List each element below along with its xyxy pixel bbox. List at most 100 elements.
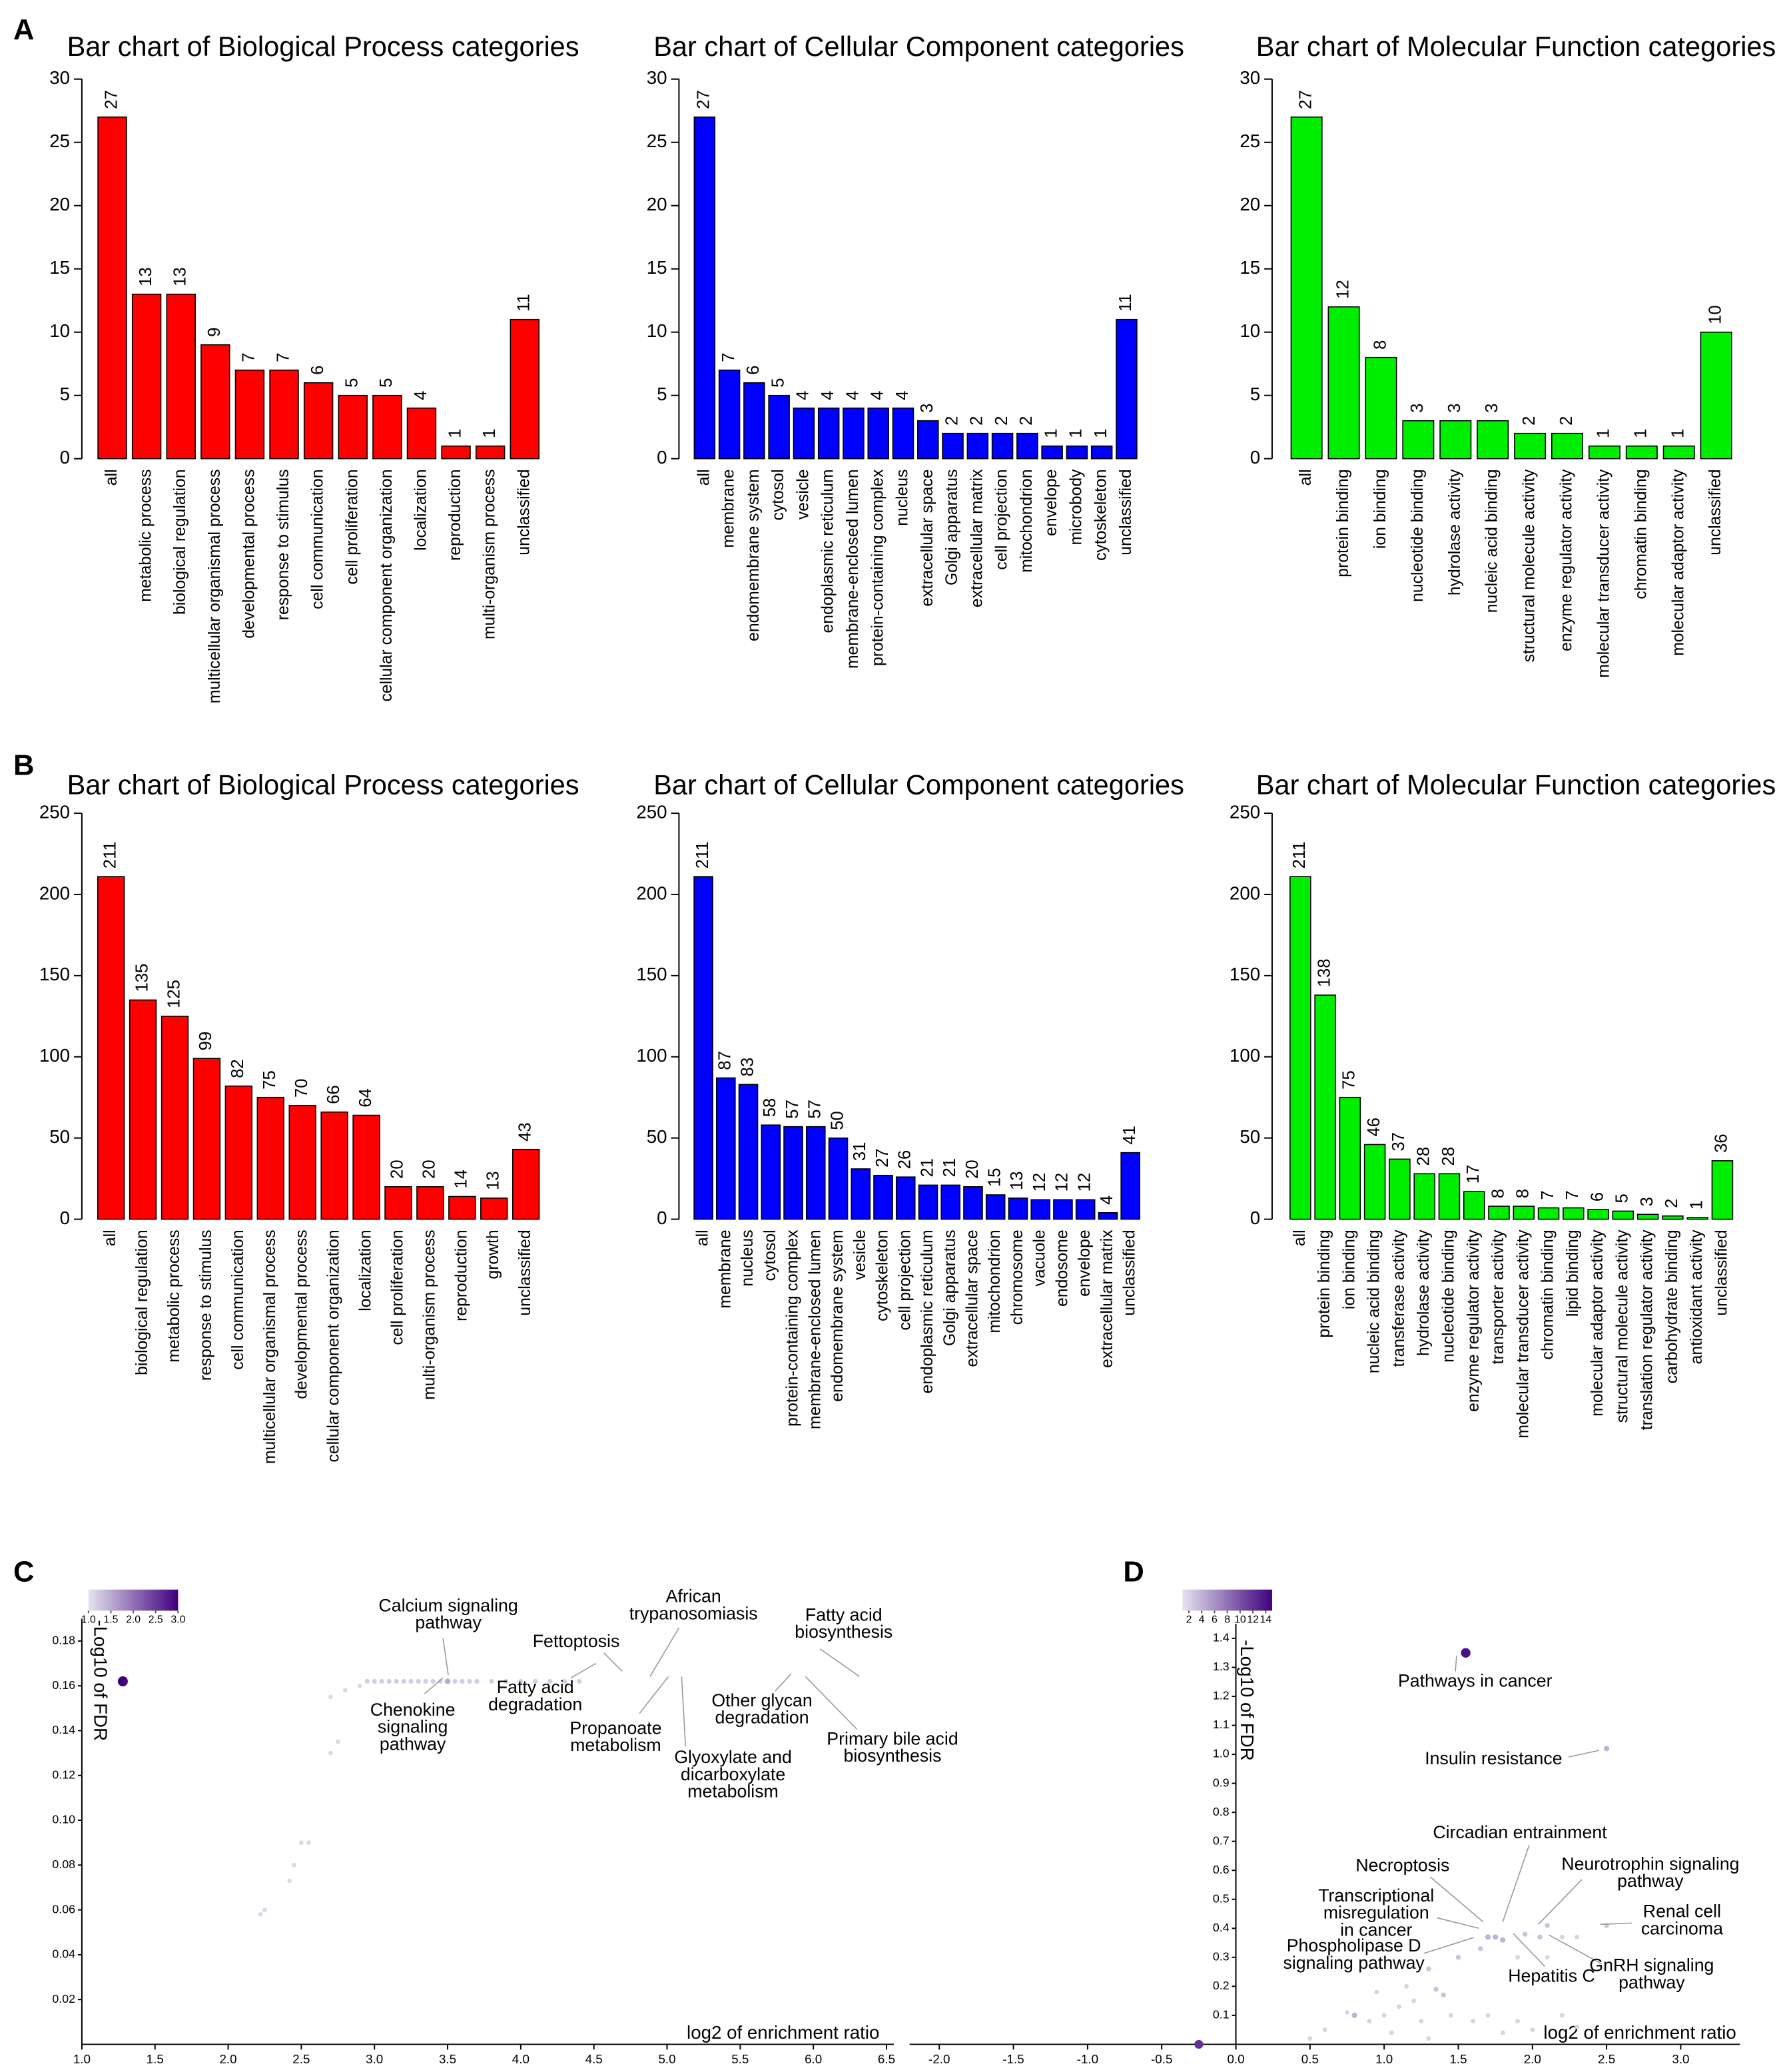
annotation: in cancer	[1340, 1919, 1412, 1939]
x-tick-label: extracellular space	[963, 1229, 981, 1367]
x-tick-label: molecular adaptor activity	[1669, 469, 1687, 656]
x-tick-label: 6.0	[805, 2052, 822, 2066]
point	[1545, 1955, 1550, 1960]
value-label: 4	[843, 391, 862, 400]
y-tick-label: 0	[657, 1208, 667, 1228]
bar	[372, 394, 402, 460]
annotation: degradation	[488, 1694, 582, 1714]
value-label: 57	[783, 1100, 802, 1119]
bar	[338, 394, 368, 460]
leader-line	[1455, 1655, 1457, 1672]
value-label: 3	[918, 404, 936, 413]
panel-label: B	[13, 749, 34, 781]
bar	[1090, 445, 1113, 460]
annotation: Circadian entrainment	[1433, 1822, 1607, 1842]
value-label: 21	[918, 1158, 936, 1178]
x-tick-label: carbohydrate binding	[1663, 1229, 1681, 1383]
point	[423, 1678, 428, 1684]
value-label: 6	[308, 366, 327, 375]
x-tick-label: chromosome	[1008, 1229, 1026, 1325]
x-tick-label: 1.0	[73, 2052, 91, 2066]
colorbar	[88, 1589, 178, 1611]
value-label: 1	[480, 429, 499, 438]
bar	[200, 344, 230, 460]
value-label: 83	[738, 1058, 757, 1077]
colorbar-tick-label: 12	[1247, 1614, 1259, 1625]
value-label: 7	[1563, 1190, 1582, 1200]
bar	[892, 407, 914, 460]
x-tick-label: 2.0	[1524, 2052, 1541, 2066]
value-label: 8	[1371, 340, 1389, 350]
bar	[1662, 445, 1695, 460]
x-tick-label: molecular transducer activity	[1514, 1229, 1532, 1439]
bar	[1066, 445, 1088, 460]
value-label: 27	[695, 90, 713, 109]
point	[401, 1678, 406, 1684]
x-tick-label: cellular component organization	[378, 470, 396, 702]
annotation: Glyoxylate and	[674, 1747, 792, 1767]
bar	[743, 382, 765, 460]
bar	[224, 1085, 253, 1220]
x-tick-label: all	[103, 470, 121, 486]
y-tick-label: 25	[1240, 131, 1260, 151]
value-label: 2	[942, 416, 961, 426]
bar	[768, 394, 790, 460]
point	[342, 1688, 348, 1693]
bar	[895, 1176, 916, 1220]
bar	[1327, 306, 1360, 460]
bar	[1563, 1207, 1585, 1220]
value-label: 14	[452, 1170, 471, 1189]
x-tick-label: chromatin binding	[1539, 1229, 1557, 1359]
y-tick-label: 0	[1250, 447, 1260, 468]
bar	[448, 1196, 476, 1220]
y-tick-label: 0.06	[52, 1902, 75, 1915]
bar	[1711, 1160, 1734, 1220]
point	[292, 1862, 296, 1868]
point	[1426, 1966, 1431, 1972]
point	[444, 1678, 451, 1684]
x-tick-label: multi-organism process	[420, 1229, 438, 1400]
point	[1545, 1923, 1550, 1928]
annotation: Hepatitis C	[1508, 1966, 1595, 1986]
x-tick-label: membrane-enclosed lumen	[806, 1229, 824, 1429]
y-tick-label: 10	[1240, 320, 1260, 341]
x-tick-label: hydrolase activity	[1446, 469, 1464, 595]
annotation: metabolism	[570, 1735, 661, 1755]
leader-line	[1502, 1845, 1530, 1922]
y-tick-label: 50	[1240, 1126, 1260, 1147]
x-tick-label: -0.5	[1151, 2052, 1172, 2066]
annotation: Neurotrophin signaling	[1561, 1854, 1739, 1874]
x-tick-label: unclassified	[516, 1229, 534, 1315]
x-tick-label: translation regulator activity	[1638, 1229, 1656, 1431]
point	[408, 1678, 414, 1684]
y-tick-label: 0.3	[1213, 1950, 1230, 1963]
point	[306, 1840, 311, 1846]
colorbar-tick-label: 8	[1224, 1614, 1230, 1625]
bar	[256, 1096, 284, 1220]
point	[504, 1678, 509, 1684]
value-label: 27	[102, 90, 121, 109]
point	[577, 1678, 582, 1684]
colorbar-tick-label: 1.0	[81, 1614, 96, 1625]
annotation: pathway	[415, 1612, 482, 1632]
x-tick-label: 4.0	[512, 2052, 530, 2066]
x-tick-label: localization	[357, 1229, 375, 1311]
y-tick-label: 150	[1230, 964, 1260, 984]
chart-title: Bar chart of Biological Process categori…	[67, 769, 579, 800]
y-tick-label: 5	[60, 384, 70, 404]
y-tick-label: 0.18	[52, 1634, 75, 1647]
point	[1426, 2036, 1431, 2041]
bar	[1098, 1212, 1118, 1220]
value-label: 15	[986, 1168, 1004, 1188]
leader-line	[1513, 1933, 1546, 1967]
y-tick-label: 0	[657, 447, 667, 468]
x-tick-label: cell communication	[229, 1229, 247, 1369]
bar	[718, 369, 741, 460]
chart-title: Bar chart of Molecular Function categori…	[1256, 769, 1776, 800]
value-label: 7	[240, 353, 258, 362]
bar	[867, 407, 889, 460]
annotation: Fettoptosis	[533, 1631, 620, 1651]
bar	[406, 407, 437, 460]
x-tick-label: ion binding	[1340, 1229, 1358, 1309]
value-label: 50	[828, 1111, 847, 1130]
